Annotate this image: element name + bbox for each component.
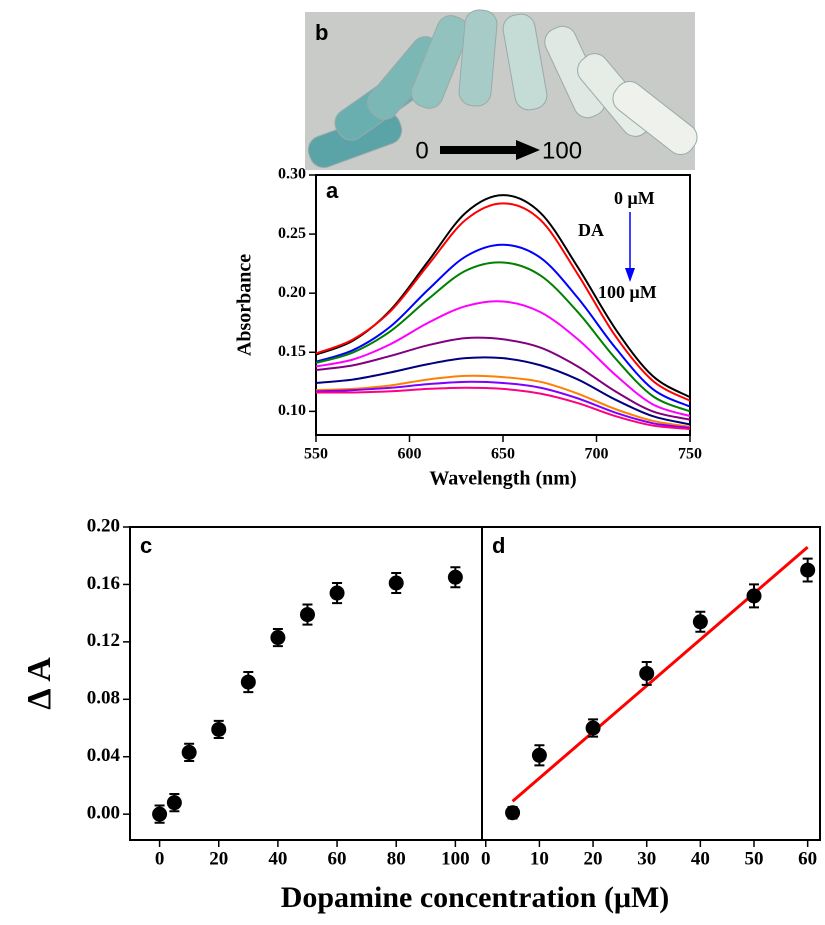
photo-end-label: 100: [542, 137, 582, 164]
spectrum-line: [316, 243, 690, 408]
spectrum-line: [316, 202, 690, 402]
point: [240, 674, 256, 690]
y-tick-label: 0.15: [278, 343, 306, 360]
y-axis-label: Δ A: [21, 657, 58, 710]
panel-label: c: [140, 533, 152, 558]
spectrum-line: [316, 336, 690, 421]
point: [152, 806, 168, 822]
y-tick-label: 0.16: [87, 573, 120, 594]
y-tick-label: 0.25: [278, 225, 306, 242]
annotation-arrow-head: [625, 268, 635, 282]
panel: 550 600 650 700 750 0.10 0.15 0.20 0.25 0.30 a Wave…: [234, 166, 702, 490]
x-tick-label: 750: [678, 446, 702, 463]
x-tick-label: 30: [637, 848, 656, 869]
photo: b 0 100: [305, 9, 698, 170]
y-tick-label: 0.10: [278, 402, 306, 419]
y-tick-label: 0.04: [87, 745, 121, 766]
panel-label: a: [326, 178, 339, 203]
point: [639, 665, 655, 681]
x-tick-label: 0: [481, 848, 491, 869]
axes-frame: [315, 174, 691, 436]
x-tick-label: 550: [304, 446, 328, 463]
x-tick-label: 40: [268, 848, 287, 869]
annotation: 100 μM: [598, 282, 657, 302]
x-tick-label: 600: [398, 446, 422, 463]
photo-arrow-head: [516, 140, 540, 160]
x-tick-label: 80: [387, 848, 406, 869]
panel: 0 10 20 30 40 50 60 d: [481, 526, 821, 869]
spectrum-line: [316, 386, 690, 431]
point: [505, 805, 521, 821]
x-tick-label: 20: [584, 848, 603, 869]
y-tick-label: 0.08: [87, 688, 120, 709]
x-tick-label: 100: [441, 848, 470, 869]
point: [388, 575, 404, 591]
y-tick-label: 0.20: [278, 284, 306, 301]
x-tick-label: 60: [328, 848, 347, 869]
annotation: 0 μM: [614, 188, 655, 208]
point: [447, 569, 463, 585]
x-tick-label: 40: [691, 848, 710, 869]
x-tick-label: 650: [491, 446, 515, 463]
x-tick-label: 0: [155, 848, 165, 869]
tubes: [307, 9, 698, 169]
y-axis-label: Absorbance: [234, 254, 256, 356]
spectrum-line: [316, 374, 690, 428]
point: [181, 744, 197, 760]
spectrum-line: [316, 300, 690, 418]
point: [299, 607, 315, 623]
spectrum-line: [316, 261, 690, 413]
y-tick-label: 0.00: [87, 803, 120, 824]
x-tick-label: 20: [209, 848, 228, 869]
axes-frame: [481, 526, 821, 841]
y-tick-label: 0.30: [278, 166, 306, 183]
x-tick-label: 10: [530, 848, 549, 869]
point: [746, 588, 762, 604]
y-tick-label: 0.20: [87, 515, 120, 536]
panel-label: b: [315, 20, 328, 45]
x-axis-label: Wavelength (nm): [429, 468, 576, 490]
panel-label: d: [492, 533, 505, 558]
point: [531, 747, 547, 763]
spectrum-line: [316, 380, 690, 429]
point: [692, 614, 708, 630]
axes-frame: [129, 526, 483, 841]
point: [270, 630, 286, 646]
spectrum-line: [316, 356, 690, 426]
x-axis-label: Dopamine concentration (μM): [281, 881, 670, 914]
photo-start-label: 0: [415, 137, 428, 164]
x-tick-label: 60: [798, 848, 817, 869]
point: [211, 721, 227, 737]
fit-line: [511, 545, 809, 803]
annotation: DA: [578, 220, 604, 240]
point: [800, 562, 816, 578]
x-tick-label: 700: [585, 446, 609, 463]
y-tick-label: 0.12: [87, 630, 120, 651]
point: [166, 795, 182, 811]
point: [585, 720, 601, 736]
x-tick-label: 50: [745, 848, 764, 869]
point: [329, 585, 345, 601]
